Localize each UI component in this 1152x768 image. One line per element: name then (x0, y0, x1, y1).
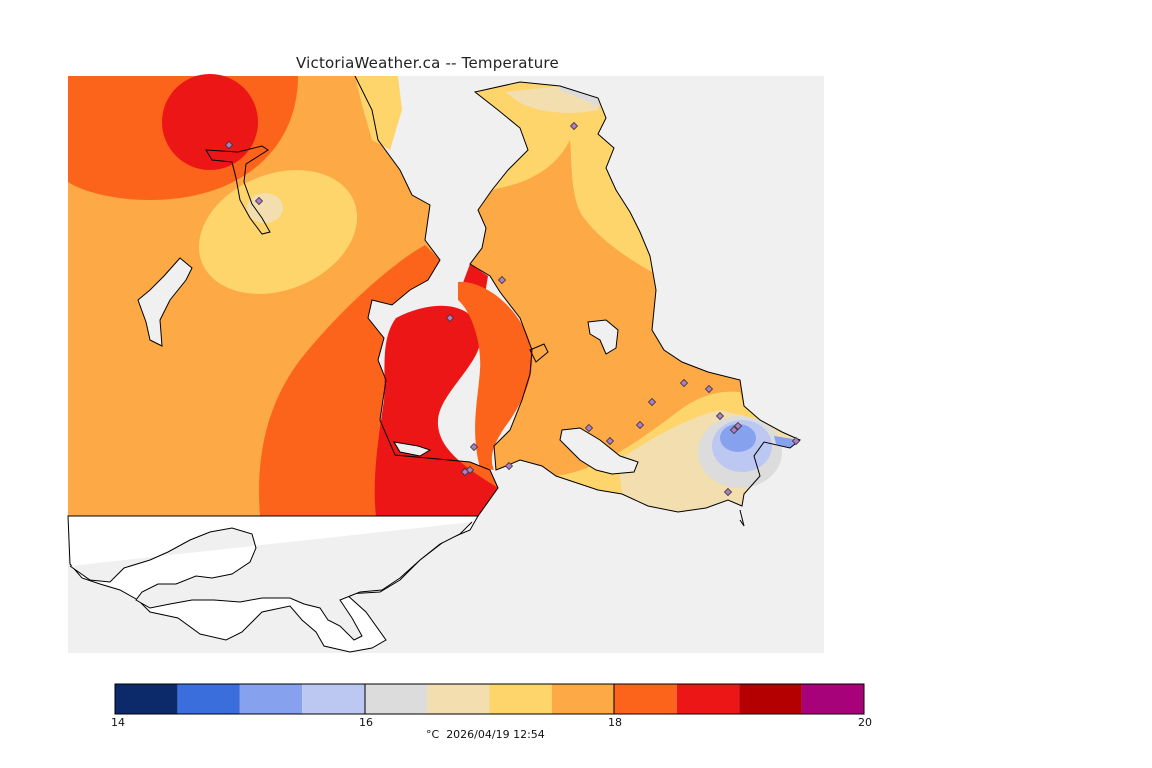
station-marker-s6 (679, 378, 689, 388)
station-marker-s12 (791, 436, 801, 446)
legend-tick-label-20: 20 (858, 716, 872, 729)
station-marker-s18 (504, 461, 514, 471)
legend-bin-4 (364, 684, 428, 714)
legend-colorbar (115, 684, 864, 714)
eastern-land-temperature-field (458, 82, 800, 512)
harbour-inlet (559, 427, 639, 475)
station-marker-s16 (469, 442, 479, 452)
lake-east (587, 319, 619, 355)
legend-bin-0 (115, 684, 178, 714)
lake-central (393, 441, 432, 457)
legend-frame (114, 683, 865, 715)
weather-stations (224, 121, 801, 497)
legend-bin-10 (739, 684, 802, 714)
legend-bin-5 (427, 684, 490, 714)
station-marker-s9 (715, 411, 725, 421)
legend-bin-11 (801, 684, 864, 714)
coastline (354, 75, 801, 527)
station-marker-s7 (704, 384, 714, 394)
map-title: VictoriaWeather.ca -- Temperature (296, 54, 559, 72)
legend-bin-3 (302, 684, 365, 714)
station-marker-s2 (254, 196, 264, 206)
station-marker-s3 (445, 313, 455, 323)
station-marker-s19 (723, 487, 733, 497)
legend-bin-7 (551, 684, 615, 714)
legend-bin-1 (177, 684, 240, 714)
legend-tick-label-14: 14 (111, 716, 125, 729)
station-marker-s20 (460, 467, 470, 477)
timestamp: 2026/04/19 12:54 (446, 728, 545, 741)
legend-caption: °C 2026/04/19 12:54 (426, 728, 545, 741)
southern-water-inlet (69, 521, 473, 641)
station-marker-s11 (729, 425, 739, 435)
station-marker-s14 (584, 423, 594, 433)
station-marker-s10 (733, 421, 743, 431)
legend-tick-label-18: 18 (608, 716, 622, 729)
legend-bin-2 (239, 684, 303, 714)
legend-tick-label-16: 16 (359, 716, 373, 729)
legend-bin-8 (614, 684, 677, 714)
lake-west (137, 257, 193, 347)
station-marker-s4 (497, 275, 507, 285)
station-marker-s5 (569, 121, 579, 131)
western-land-temperature-field (68, 74, 498, 516)
station-marker-s13 (635, 420, 645, 430)
station-marker-s8 (647, 397, 657, 407)
inlet-north (205, 145, 271, 235)
unit-label: °C (426, 728, 440, 741)
station-marker-s15 (605, 436, 615, 446)
legend-bin-9 (676, 684, 740, 714)
legend-bin-6 (489, 684, 552, 714)
station-marker-s1 (224, 140, 234, 150)
